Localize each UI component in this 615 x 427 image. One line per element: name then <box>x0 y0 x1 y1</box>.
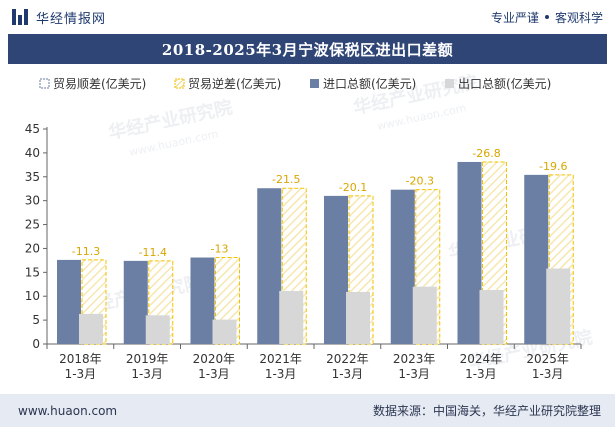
x-tick-label: 2020年 <box>193 352 236 366</box>
footer: www.huaon.com 数据来源：中国海关，华经产业研究院整理 <box>0 394 615 427</box>
export-bar <box>145 315 170 344</box>
footer-url: www.huaon.com <box>18 403 118 418</box>
export-bar <box>79 313 103 344</box>
import-bar <box>390 189 415 344</box>
deficit-value-label: -20.3 <box>406 175 434 188</box>
data-labels: -11.3 -11.4 -13 -21.5 -20.1 -20.3 -26.8 -19.6 <box>72 147 568 259</box>
x-tick-label: 1-3月 <box>332 367 364 381</box>
legend: 贸易顺差(亿美元) 贸易逆差(亿美元) 进口总额(亿美元) 出口总额(亿美元) <box>39 76 551 91</box>
import-bar <box>123 260 148 344</box>
legend-label: 贸易逆差(亿美元) <box>188 76 281 91</box>
x-tick-label: 2021年 <box>259 352 302 366</box>
x-tick-label: 1-3月 <box>398 367 430 381</box>
y-tick-label: 40 <box>25 146 40 160</box>
x-tick-label: 1-3月 <box>198 367 230 381</box>
deficit-value-label: -11.3 <box>72 245 100 258</box>
deficit-value-label: -20.1 <box>339 181 367 194</box>
y-tick-label: 35 <box>25 170 40 184</box>
y-tick-label: 25 <box>25 218 40 232</box>
export-bar <box>479 290 504 344</box>
import-bar <box>524 174 549 344</box>
legend-swatch-export <box>445 79 454 88</box>
legend-label: 贸易顺差(亿美元) <box>53 76 146 91</box>
separator-dot-icon <box>544 15 549 19</box>
top-bar: 华经情报网 专业严谨 客观科学 <box>0 0 615 34</box>
legend-swatch-deficit <box>174 78 185 89</box>
slogan-left: 专业严谨 <box>490 10 539 25</box>
y-tick-label: 45 <box>25 122 40 136</box>
export-bar <box>279 290 304 344</box>
footer-source: 数据来源：中国海关，华经产业研究院整理 <box>372 404 601 418</box>
export-bar <box>412 286 437 344</box>
deficit-value-label: -11.4 <box>139 246 167 259</box>
x-tick-label: 2022年 <box>326 352 369 366</box>
x-tick-label: 1-3月 <box>65 367 97 381</box>
brand-name: 华经情报网 <box>36 11 107 27</box>
import-bar <box>190 257 215 344</box>
x-tick-label: 2018年 <box>59 352 102 366</box>
y-tick-label: 30 <box>25 194 40 208</box>
bar-logo-icon <box>12 9 28 25</box>
x-tick-label: 2024年 <box>460 352 503 366</box>
bars <box>57 161 574 345</box>
x-tick-label: 2025年 <box>526 352 569 366</box>
legend-swatch-import <box>310 79 319 88</box>
deficit-value-label: -19.6 <box>539 160 567 173</box>
import-bar <box>57 259 81 344</box>
slogan-right: 客观科学 <box>554 10 603 25</box>
import-bar <box>257 188 282 344</box>
x-tick-label: 2023年 <box>393 352 436 366</box>
deficit-value-label: -13 <box>211 243 229 256</box>
legend-swatch-surplus <box>39 78 50 89</box>
bar-chart: 华经产业研究院华经产业研究院华经产业研究院华经产业研究院华经产业研究院www.h… <box>25 71 595 381</box>
y-tick-label: 0 <box>32 337 40 351</box>
chart-title: 2018-2025年3月宁波保税区进出口差额 <box>161 40 454 59</box>
x-tick-label: 1-3月 <box>532 367 564 381</box>
y-tick-label: 5 <box>32 313 40 327</box>
y-tick-label: 20 <box>25 241 40 255</box>
x-tick-label: 1-3月 <box>465 367 497 381</box>
y-tick-label: 10 <box>25 289 40 303</box>
export-bar <box>212 319 237 344</box>
title-bar: 2018-2025年3月宁波保税区进出口差额 <box>8 34 607 64</box>
deficit-value-label: -26.8 <box>472 147 500 160</box>
export-bar <box>546 268 571 344</box>
slogan: 专业严谨 客观科学 <box>491 9 603 26</box>
x-tick-label: 1-3月 <box>265 367 297 381</box>
x-tick-label: 2019年 <box>126 352 169 366</box>
brand: 华经情报网 <box>12 8 106 27</box>
legend-label: 进口总额(亿美元) <box>323 76 416 91</box>
legend-label: 出口总额(亿美元) <box>458 76 551 91</box>
import-bar <box>324 195 348 344</box>
deficit-value-label: -21.5 <box>272 173 300 186</box>
y-tick-label: 15 <box>25 265 40 279</box>
import-bar <box>457 161 482 344</box>
export-bar <box>346 291 370 344</box>
x-tick-label: 1-3月 <box>131 367 163 381</box>
